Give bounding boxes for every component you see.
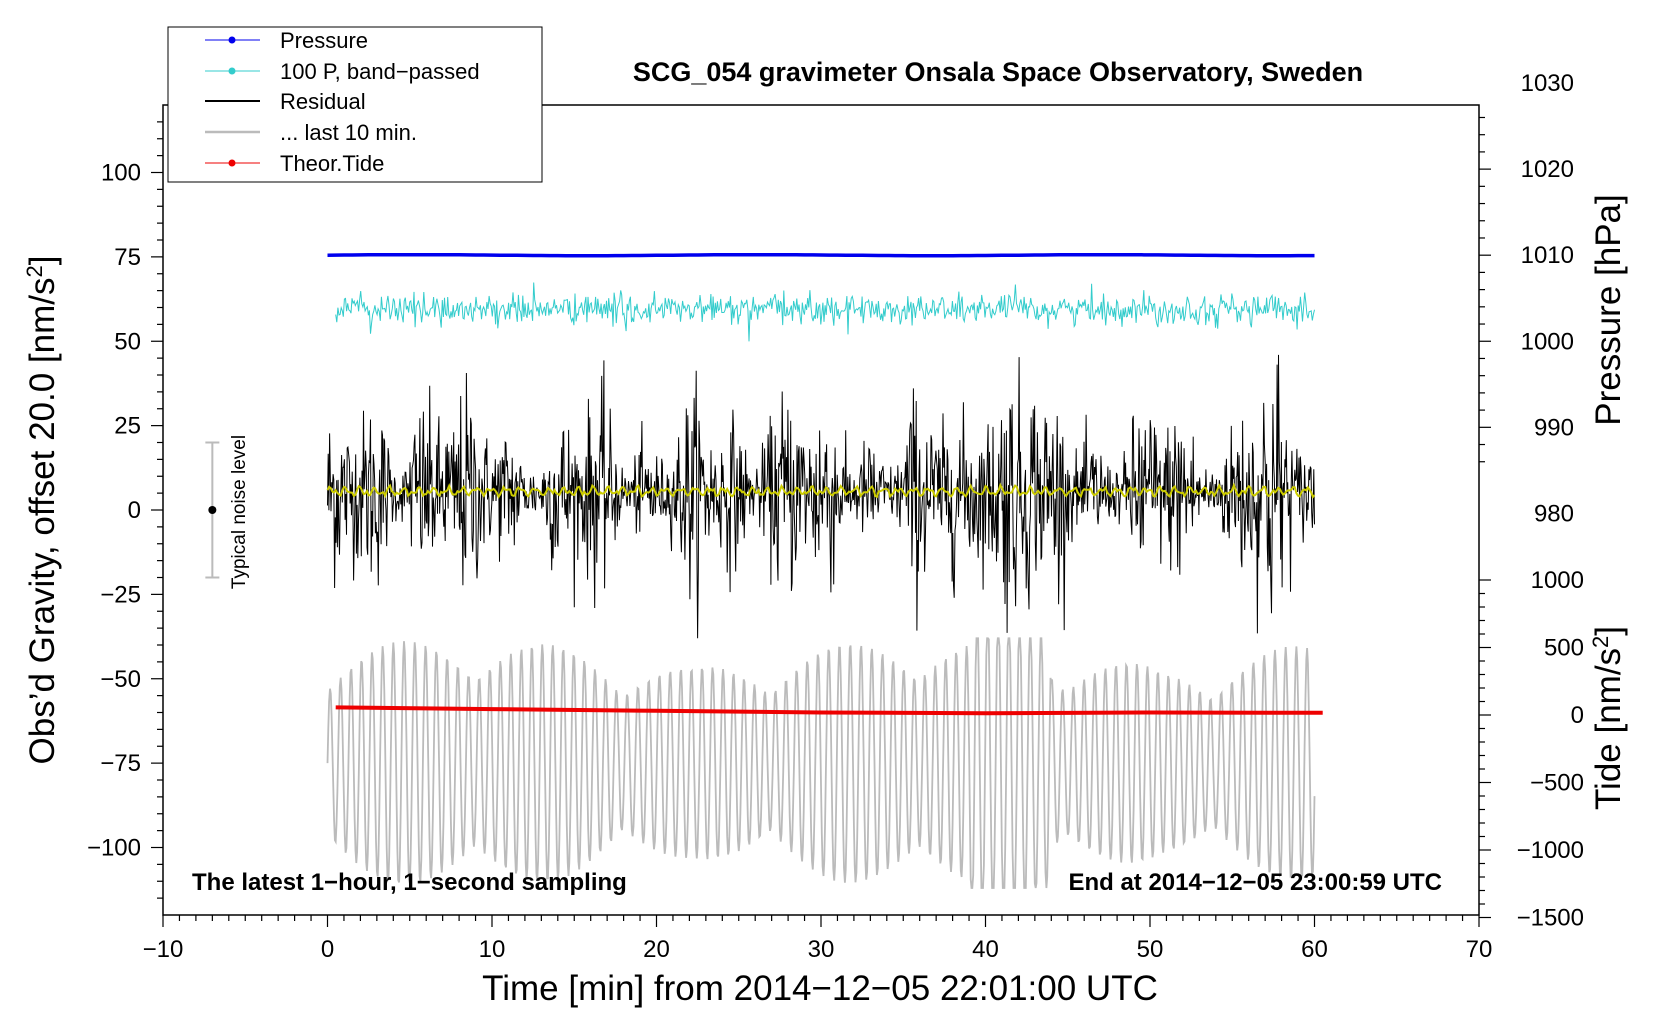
series-bandpassed xyxy=(335,282,1315,342)
x-tick-label: 40 xyxy=(972,936,999,963)
series-tide xyxy=(335,705,1323,716)
series-smoothed xyxy=(326,482,1316,500)
x-ticks: −10 0 10 20 30 40 50 60 70 xyxy=(143,915,1493,963)
legend-marker-bandpassed xyxy=(228,67,236,75)
x-axis-label: Time [min] from 2014−12−05 22:01:00 UTC xyxy=(482,969,1158,1008)
series-last10 xyxy=(326,637,1316,889)
annotation-sampling: The latest 1−hour, 1−second sampling xyxy=(192,869,627,896)
x-tick-label: 60 xyxy=(1301,936,1328,963)
tide-label-end: ] xyxy=(1589,626,1628,636)
x-tick-label: 30 xyxy=(808,936,835,963)
pressure-tick-label: 990 xyxy=(1534,414,1574,441)
tide-tick-label: 1000 xyxy=(1531,567,1584,594)
legend-marker-tide xyxy=(228,159,236,167)
x-tick-label: 10 xyxy=(479,936,506,963)
smoothed-line xyxy=(326,482,1316,500)
chart-title: SCG_054 gravimeter Onsala Space Observat… xyxy=(633,57,1363,87)
tide-tick-label: −500 xyxy=(1530,770,1584,797)
last10-line xyxy=(326,637,1316,889)
tide-tick-label: 0 xyxy=(1571,702,1584,729)
legend: Pressure 100 P, band−passed Residual ...… xyxy=(167,26,543,183)
y-left-label-sup: 2 xyxy=(22,265,47,277)
x-tick-label: 0 xyxy=(321,936,334,963)
series-residual xyxy=(327,354,1315,639)
annotation-end-time: End at 2014−12−05 23:00:59 UTC xyxy=(1068,869,1442,896)
x-tick-label: −10 xyxy=(143,936,184,963)
noise-level-bar xyxy=(205,441,220,579)
pressure-line xyxy=(327,252,1315,258)
tide-label-sup: 2 xyxy=(1588,636,1613,648)
y-left-ticks: 100 75 50 25 0 −25 −50 −75 −100 xyxy=(87,121,163,899)
legend-label-bandpassed: 100 P, band−passed xyxy=(280,59,480,84)
y-left-label-end: ] xyxy=(23,256,62,266)
y-left-tick-label: 0 xyxy=(128,497,141,524)
x-tick-label: 20 xyxy=(643,936,670,963)
noise-level-label: Typical noise level xyxy=(229,435,250,589)
pressure-tick-label: 1000 xyxy=(1521,328,1574,355)
y-left-tick-label: −75 xyxy=(100,750,141,777)
y-left-tick-label: 100 xyxy=(101,160,141,187)
legend-marker-pressure xyxy=(228,36,236,44)
tide-tick-label: 500 xyxy=(1544,635,1584,662)
pressure-tick-label: 1010 xyxy=(1521,242,1574,269)
legend-label-pressure: Pressure xyxy=(280,28,368,53)
legend-label-last10: ... last 10 min. xyxy=(280,120,417,145)
pressure-tick-label: 1020 xyxy=(1521,156,1574,183)
y-right-tide-label: Tide [nm/s2] xyxy=(1588,626,1629,810)
pressure-tick-label: 980 xyxy=(1534,500,1574,527)
tide-line xyxy=(335,705,1323,716)
legend-label-tide: Theor.Tide xyxy=(280,151,384,176)
y-right-pressure-label: Pressure [hPa] xyxy=(1589,194,1628,426)
x-tick-label: 70 xyxy=(1466,936,1493,963)
y-pressure-ticks: 1030 1020 1010 1000 990 980 xyxy=(1479,70,1574,527)
series-pressure xyxy=(327,252,1315,258)
y-left-tick-label: 50 xyxy=(114,328,141,355)
bandpassed-line xyxy=(335,282,1315,342)
legend-box xyxy=(167,26,543,183)
y-left-tick-label: −25 xyxy=(100,581,141,608)
y-left-tick-label: 25 xyxy=(114,413,141,440)
noise-bar-center-dot xyxy=(208,506,217,514)
x-tick-label: 50 xyxy=(1137,936,1164,963)
y-left-label-main: Obs’d Gravity, offset 20.0 [nm/s xyxy=(23,278,62,765)
tide-tick-label: −1500 xyxy=(1517,905,1584,932)
y-left-tick-label: −100 xyxy=(87,835,141,862)
y-left-tick-label: −50 xyxy=(100,666,141,693)
residual-line xyxy=(327,354,1315,639)
pressure-tick-label: 1030 xyxy=(1521,70,1574,97)
y-tide-ticks: 1000 500 0 −500 −1000 −1500 xyxy=(1479,567,1584,932)
tide-label-main: Tide [nm/s xyxy=(1589,648,1628,810)
y-left-axis-label: Obs’d Gravity, offset 20.0 [nm/s2] xyxy=(22,256,63,765)
tide-tick-label: −1000 xyxy=(1517,837,1584,864)
legend-label-residual: Residual xyxy=(280,89,366,114)
y-left-tick-label: 75 xyxy=(114,244,141,271)
